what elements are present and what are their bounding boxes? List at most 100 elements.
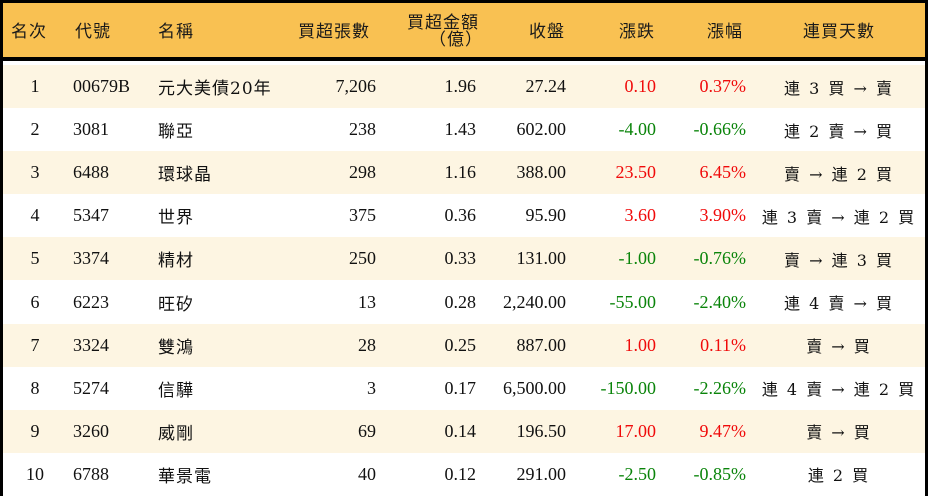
net-buy-amount-cell: 0.12 <box>444 463 477 484</box>
rank-cell: 6 <box>30 291 40 312</box>
header-code: 代號 <box>75 21 111 42</box>
rank-cell: 1 <box>30 76 40 97</box>
stock-name-cell: 聯亞 <box>158 122 194 143</box>
close-price-cell: 887.00 <box>516 334 567 355</box>
change-pct-cell: -2.26% <box>693 377 747 398</box>
stock-name-cell: 信驊 <box>158 380 194 401</box>
header-buy-streak: 連買天數 <box>803 21 875 42</box>
price-change-cell: 3.60 <box>624 205 657 226</box>
header-net-buy-amount-label: 買超金額 <box>407 13 479 33</box>
rank-cell: 4 <box>30 205 40 226</box>
stock-code-cell: 6488 <box>73 162 109 183</box>
net-buy-lots-cell: 238 <box>349 119 376 140</box>
net-buy-amount-cell: 0.25 <box>444 334 477 355</box>
close-price-cell: 196.50 <box>516 420 567 441</box>
net-buy-lots-cell: 13 <box>358 291 376 312</box>
close-price-cell: 6,500.00 <box>503 377 566 398</box>
table-row[interactable]: 7 3324 雙鴻 28 0.25 887.00 1.00 0.11% 賣 → … <box>3 323 925 367</box>
net-buy-lots-cell: 28 <box>358 334 376 355</box>
table-row[interactable]: 8 5274 信驊 3 0.17 6,500.00 -150.00 -2.26%… <box>3 366 925 410</box>
stock-code-cell: 3324 <box>73 334 109 355</box>
buy-streak-cell: 賣 → 連 2 買 <box>784 164 894 184</box>
net-buy-lots-cell: 250 <box>349 248 376 269</box>
net-buy-lots-cell: 298 <box>349 162 376 183</box>
stock-code-cell: 5347 <box>73 205 109 226</box>
table-row[interactable]: 5 3374 精材 250 0.33 131.00 -1.00 -0.76% 賣… <box>3 237 925 281</box>
net-buy-lots-cell: 40 <box>358 463 376 484</box>
price-change-cell: -1.00 <box>618 248 657 269</box>
net-buy-lots-cell: 3 <box>367 377 376 398</box>
table-row[interactable]: 9 3260 威剛 69 0.14 196.50 17.00 9.47% 賣 →… <box>3 409 925 453</box>
header-change: 漲跌 <box>619 21 655 42</box>
table-row[interactable]: 1 00679B 元大美債20年 7,206 1.96 27.24 0.10 0… <box>3 65 925 109</box>
table-body: 1 00679B 元大美債20年 7,206 1.96 27.24 0.10 0… <box>3 65 925 496</box>
price-change-cell: 0.10 <box>624 76 657 97</box>
table-row[interactable]: 4 5347 世界 375 0.36 95.90 3.60 3.90% 連 3 … <box>3 194 925 238</box>
buy-streak-cell: 連 3 賣 → 連 2 買 <box>761 207 917 227</box>
stock-code-cell: 00679B <box>73 76 131 97</box>
stock-name-cell: 元大美債20年 <box>158 79 272 100</box>
table-row[interactable]: 10 6788 華景電 40 0.12 291.00 -2.50 -0.85% … <box>3 452 925 496</box>
change-pct-cell: 0.11% <box>700 334 746 355</box>
stock-name-cell: 精材 <box>158 251 194 272</box>
net-buy-amount-cell: 0.28 <box>444 291 477 312</box>
close-price-cell: 388.00 <box>516 162 567 183</box>
net-buy-amount-cell: 0.33 <box>444 248 477 269</box>
header-name: 名稱 <box>158 21 194 42</box>
header-change-pct: 漲幅 <box>707 21 743 42</box>
price-change-cell: -2.50 <box>618 463 657 484</box>
price-change-cell: -150.00 <box>600 377 657 398</box>
change-pct-cell: 3.90% <box>699 205 747 226</box>
change-pct-cell: 6.45% <box>699 162 747 183</box>
stock-code-cell: 5274 <box>73 377 109 398</box>
close-price-cell: 95.90 <box>525 205 567 226</box>
buy-streak-cell: 連 4 賣 → 連 2 買 <box>761 380 917 400</box>
close-price-cell: 2,240.00 <box>503 291 566 312</box>
buy-streak-cell: 連 4 賣 → 買 <box>784 294 894 314</box>
buy-streak-cell: 連 2 買 <box>807 466 871 486</box>
stock-name-cell: 旺矽 <box>158 294 194 315</box>
net-buy-amount-cell: 0.17 <box>444 377 477 398</box>
buy-streak-cell: 連 2 賣 → 買 <box>784 121 894 141</box>
price-change-cell: -4.00 <box>618 119 657 140</box>
change-pct-cell: -2.40% <box>693 291 747 312</box>
stock-name-cell: 環球晶 <box>158 165 212 186</box>
net-buy-lots-cell: 7,206 <box>335 76 377 97</box>
stock-code-cell: 3260 <box>73 420 109 441</box>
buy-streak-cell: 賣 → 買 <box>806 337 872 357</box>
header-rank: 名次 <box>11 21 47 42</box>
header-net-buy-lots: 買超張數 <box>298 21 370 42</box>
change-pct-cell: -0.66% <box>693 119 747 140</box>
rank-cell: 2 <box>30 119 40 140</box>
change-pct-cell: 0.37% <box>699 76 747 97</box>
price-change-cell: 23.50 <box>615 162 657 183</box>
table-row[interactable]: 2 3081 聯亞 238 1.43 602.00 -4.00 -0.66% 連… <box>3 108 925 152</box>
change-pct-cell: -0.85% <box>693 463 747 484</box>
close-price-cell: 131.00 <box>516 248 567 269</box>
stock-name-cell: 威剛 <box>158 423 194 444</box>
net-buy-lots-cell: 375 <box>349 205 376 226</box>
table-row[interactable]: 3 6488 環球晶 298 1.16 388.00 23.50 6.45% 賣… <box>3 151 925 195</box>
header-net-buy-amount-unit: （億） <box>429 30 483 50</box>
header-close: 收盤 <box>529 21 565 42</box>
net-buy-amount-cell: 0.14 <box>444 420 477 441</box>
net-buy-amount-cell: 1.43 <box>444 119 477 140</box>
stock-code-cell: 6788 <box>73 463 109 484</box>
price-change-cell: 1.00 <box>624 334 657 355</box>
change-pct-cell: -0.76% <box>693 248 747 269</box>
change-pct-cell: 9.47% <box>699 420 747 441</box>
table-row[interactable]: 6 6223 旺矽 13 0.28 2,240.00 -55.00 -2.40%… <box>3 280 925 324</box>
net-buy-amount-cell: 0.36 <box>444 205 477 226</box>
net-buy-amount-cell: 1.96 <box>444 76 477 97</box>
rank-cell: 3 <box>30 162 40 183</box>
net-buy-amount-cell: 1.16 <box>444 162 477 183</box>
price-change-cell: 17.00 <box>615 420 657 441</box>
stock-code-cell: 3081 <box>73 119 109 140</box>
rank-cell: 5 <box>30 248 40 269</box>
buy-streak-cell: 賣 → 買 <box>806 423 872 443</box>
stock-name-cell: 雙鴻 <box>158 337 194 358</box>
price-change-cell: -55.00 <box>609 291 657 312</box>
buy-streak-cell: 賣 → 連 3 買 <box>784 250 894 270</box>
header-net-buy-amount: 買超金額 （億） <box>397 3 482 61</box>
